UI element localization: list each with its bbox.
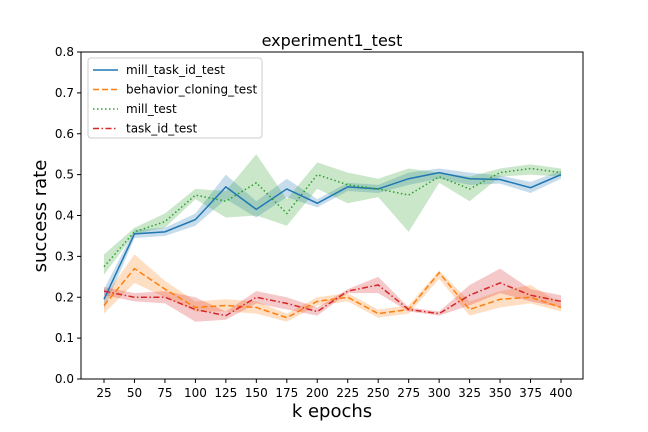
band-mill_test — [104, 154, 561, 275]
legend-label-behavior_cloning_test: behavior_cloning_test — [126, 83, 257, 97]
x-tick-label: 50 — [127, 386, 142, 400]
y-axis-label: success rate — [30, 160, 51, 273]
band-task_id_test — [104, 268, 561, 322]
y-tick-label: 0.7 — [55, 86, 74, 100]
x-tick-label: 125 — [214, 386, 237, 400]
legend: mill_task_id_test behavior_cloning_testmi… — [87, 57, 263, 139]
x-tick-label: 275 — [397, 386, 420, 400]
x-tick-label: 100 — [184, 386, 207, 400]
x-tick-label: 25 — [96, 386, 111, 400]
legend-label-mill_task_id_test: mill_task_id_test — [126, 63, 225, 77]
x-tick-label: 250 — [367, 386, 390, 400]
y-tick-label: 0.3 — [55, 249, 74, 263]
line-task_id_test — [103, 282, 562, 317]
y-tick-label: 0.4 — [55, 209, 74, 223]
x-axis-label: k epochs — [292, 401, 372, 422]
y-axis-ticks: 0.0 0.1 0.2 0.3 0.4 0.5 0.6 0.7 0.8 — [55, 45, 81, 386]
chart-title: experiment1_test — [262, 31, 403, 51]
x-tick-label: 200 — [306, 386, 329, 400]
x-tick-label: 375 — [519, 386, 542, 400]
x-tick-label: 75 — [157, 386, 172, 400]
y-tick-label: 0.0 — [55, 372, 74, 386]
y-tick-label: 0.1 — [55, 331, 74, 345]
x-tick-label: 300 — [428, 386, 451, 400]
x-axis-ticks: 25 50 75 100 125 150 175 200 225 250 275 300 325 350 3… — [96, 379, 572, 400]
legend-label-task_id_test: task_id_test — [126, 122, 198, 136]
legend-box — [87, 57, 263, 139]
y-tick-label: 0.8 — [55, 45, 74, 59]
x-tick-label: 325 — [458, 386, 481, 400]
line-mill_task_id_test — [103, 171, 562, 300]
line-behavior_cloning_test — [103, 267, 562, 319]
band-behavior_cloning_test — [104, 254, 561, 322]
series-lines — [103, 167, 562, 319]
x-tick-label: 150 — [245, 386, 268, 400]
y-tick-label: 0.5 — [55, 168, 74, 182]
confidence-bands — [104, 154, 561, 322]
x-tick-label: 400 — [550, 386, 573, 400]
x-tick-label: 350 — [489, 386, 512, 400]
y-tick-label: 0.6 — [55, 127, 74, 141]
legend-label-mill_test: mill_test — [126, 102, 177, 116]
x-tick-label: 175 — [275, 386, 298, 400]
x-tick-label: 225 — [336, 386, 359, 400]
y-tick-label: 0.2 — [55, 290, 74, 304]
band-mill_task_id_test — [104, 168, 561, 310]
